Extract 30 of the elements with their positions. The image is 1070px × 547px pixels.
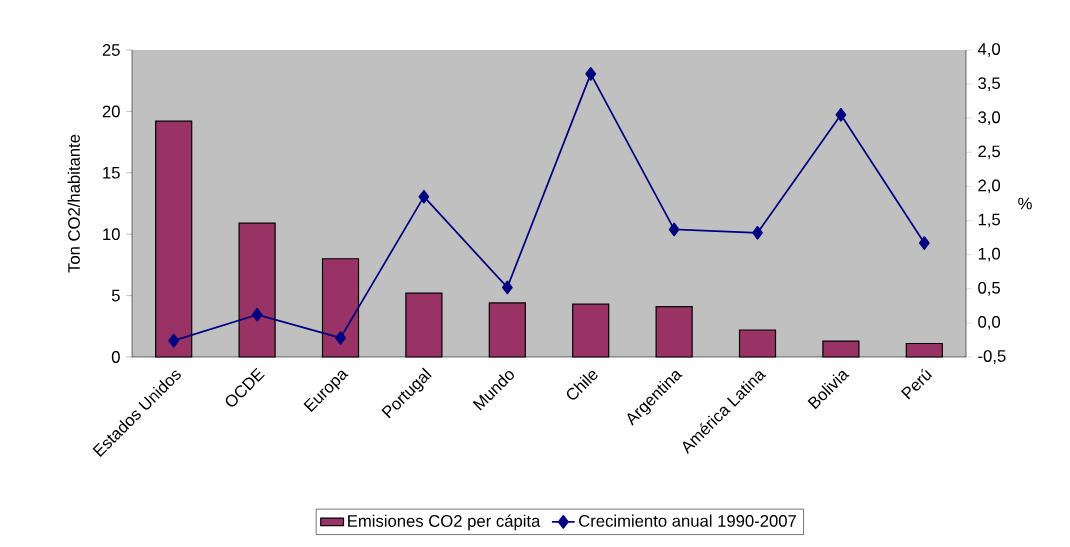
legend-label: Crecimiento anual 1990-2007 [579,514,796,527]
y-axis-title: Ton CO2/habitante [67,134,80,273]
y2-tick-label: 1,5 [978,213,1000,228]
y2-tick-label: 4,0 [977,43,1001,57]
y2-tick-label: 3,0 [978,111,1001,126]
y2-tick-label: -0,5 [978,350,1006,364]
y-tick-label: 25 [102,44,120,56]
point [835,107,847,122]
y-tick-label: 20 [102,105,120,118]
y2-tick-label: 2,0 [978,179,1001,194]
point [168,333,180,348]
y2-tick-label: 3,5 [978,77,1000,91]
point [335,331,346,345]
y-tick-label: 0 [111,351,120,363]
point [418,189,430,204]
y2-tick-label: 0,0 [978,316,1001,330]
y-tick-label: 10 [103,228,120,241]
point [501,280,513,295]
point [251,307,263,322]
point [585,67,597,81]
y2-tick-label: 2,5 [978,145,1000,160]
point [918,236,930,250]
y-tick-label: 15 [103,166,120,179]
y2-tick-label: 1,0 [978,247,1001,262]
y2-tick-label: 0,5 [978,281,1000,296]
point [668,222,680,237]
legend-label: Emisiones CO2 per cápita [348,514,541,531]
y2-axis-title: % [1018,197,1032,210]
point [752,225,763,240]
y-tick-label: 5 [111,289,120,302]
